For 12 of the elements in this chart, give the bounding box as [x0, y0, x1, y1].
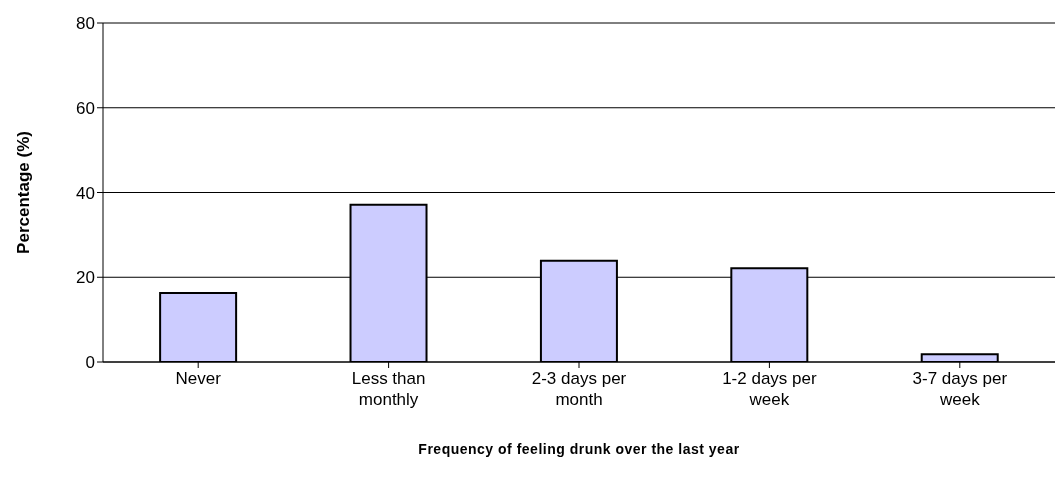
y-tick-label: 0	[85, 353, 95, 373]
y-axis-title: Percentage (%)	[14, 131, 34, 254]
y-tick-label: 80	[76, 14, 95, 34]
x-axis-title: Frequency of feeling drunk over the last year	[418, 441, 740, 457]
y-tick-label: 60	[76, 98, 95, 118]
x-tick-label: Never	[175, 369, 222, 388]
y-tick-label: 20	[76, 268, 95, 288]
x-tick-label: 1-2 days per week	[722, 369, 817, 409]
x-tick-label: 2-3 days per month	[531, 369, 627, 409]
y-tick-label: 40	[76, 183, 95, 203]
x-tick-label: Less than monthly	[351, 369, 426, 409]
x-tick-label: 3-7 days per week	[912, 369, 1008, 409]
